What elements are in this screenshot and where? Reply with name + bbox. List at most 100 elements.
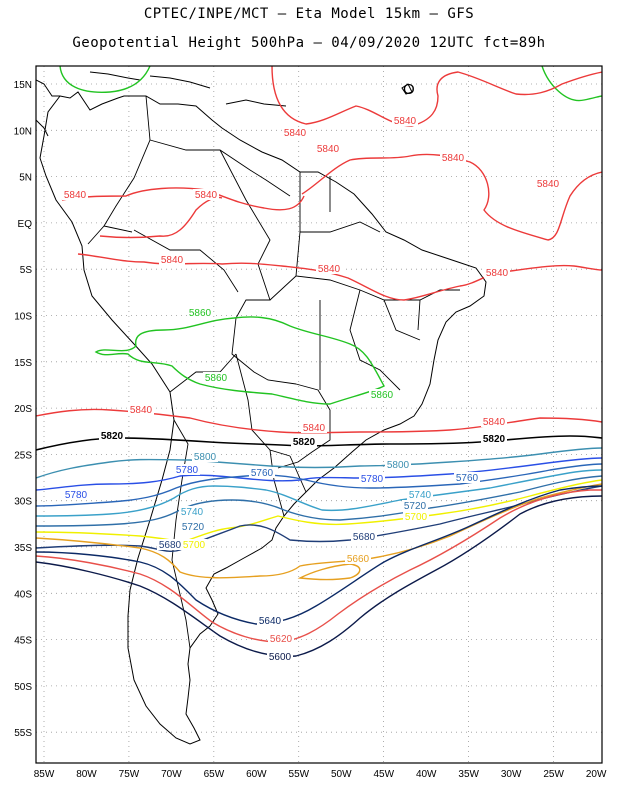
graticule-grid — [36, 66, 602, 763]
contour-5820 — [36, 435, 602, 451]
contour-label-bg — [351, 531, 377, 542]
latitude-label: 15S — [14, 358, 32, 369]
contour-label-bg — [128, 404, 154, 415]
contour-label: 5720 — [180, 521, 206, 533]
longitude-label: 20W — [586, 769, 607, 780]
contour-5660 — [297, 563, 361, 581]
latitude-label: 55S — [14, 728, 32, 739]
contour-label: 5820 — [481, 433, 507, 445]
contour-label-bg — [369, 389, 395, 400]
contour-label-text: 5840 — [442, 153, 465, 164]
contour-label-text: 5720 — [182, 522, 205, 533]
contour-label-text: 5820 — [293, 437, 316, 448]
longitude-label: 75W — [119, 769, 140, 780]
contour-label-bg — [403, 511, 429, 522]
contour-label: 5640 — [257, 615, 283, 627]
latitude-label: 15N — [14, 80, 32, 91]
contour-label-bg — [180, 521, 206, 532]
contour-label: 5740 — [179, 506, 205, 518]
contour-label-text: 5840 — [537, 179, 560, 190]
contour-5680 — [36, 485, 602, 553]
contour-label-text: 5800 — [387, 460, 410, 471]
contour-label-bg — [267, 651, 293, 662]
contour-label-text: 5700 — [405, 512, 428, 523]
contour-label-text: 5860 — [371, 390, 394, 401]
contour-label-text: 5840 — [64, 190, 87, 201]
contour-label: 5840 — [392, 115, 418, 127]
contour-5860 — [94, 316, 385, 405]
contour-label-bg — [402, 500, 428, 511]
longitude-label: 80W — [76, 769, 97, 780]
contour-label: 5780 — [174, 464, 200, 476]
contour-5660 — [36, 483, 602, 579]
contour-5780 — [36, 457, 602, 491]
contour-label-text: 5840 — [130, 405, 153, 416]
longitude-label: 45W — [373, 769, 394, 780]
contour-5600 — [36, 495, 602, 658]
contour-label-bg — [203, 372, 229, 383]
contour-label-text: 5700 — [183, 540, 206, 551]
contour-label: 5840 — [159, 254, 185, 266]
contour-label-bg — [359, 473, 385, 484]
contour-labels: 5840 5840 5840 5840 5840 5840 5840 5840 5840 5840… — [0, 0, 561, 663]
contour-label-text: 5860 — [205, 373, 228, 384]
map-symbol-o: O — [403, 81, 415, 98]
contour-label-text: 5840 — [161, 255, 184, 266]
contour-label: 5840 — [301, 422, 327, 434]
contour-label: 5840 — [440, 152, 466, 164]
contour-label-text: 5740 — [409, 490, 432, 501]
longitude-label: 70W — [161, 769, 182, 780]
contour-label-text: 5720 — [404, 501, 427, 512]
contour-5740 — [36, 469, 602, 517]
longitude-label: 40W — [416, 769, 437, 780]
contour-label-text: 5600 — [269, 652, 292, 663]
contour-5860 — [541, 66, 602, 102]
contour-label: 5840 — [484, 267, 510, 279]
contour-label-text: 5820 — [101, 431, 124, 442]
contour-label-bg — [268, 633, 294, 644]
contour-label: 5860 — [369, 389, 395, 401]
contour-label-text: 5760 — [0, 0, 12, 3]
contour-label-text: 5840 — [394, 116, 417, 127]
contour-label-text: 5840 — [483, 417, 506, 428]
contour-label-text: 5840 — [284, 128, 307, 139]
latitude-label: 50S — [14, 682, 32, 693]
contour-label-text: 5840 — [318, 264, 341, 275]
contour-label-bg — [249, 467, 275, 478]
contour-label: 5840 — [282, 127, 308, 139]
longitude-label: 30W — [501, 769, 522, 780]
contour-label-bg — [291, 436, 317, 447]
latitude-label: 25S — [14, 450, 32, 461]
contour-label: 5800 — [192, 451, 218, 463]
contour-label: 5620 — [268, 633, 294, 645]
contour-label-bg — [316, 263, 342, 274]
contour-label-text: 5820 — [483, 434, 506, 445]
contour-label-text: 5780 — [176, 465, 199, 476]
contour-label-bg — [159, 254, 185, 265]
contour-5840 — [271, 66, 602, 127]
contour-5620 — [36, 489, 602, 643]
contour-label-text: 5860 — [189, 308, 212, 319]
contour-label: 5860 — [203, 372, 229, 384]
contour-label: 5600 — [267, 651, 293, 663]
contour-label-bg — [157, 539, 183, 550]
contour-label-bg — [99, 430, 125, 441]
latitude-label: EQ — [18, 219, 33, 230]
contour-label-text: 5780 — [65, 490, 88, 501]
contour-label: 5800 — [385, 459, 411, 471]
contour-5860 — [59, 66, 151, 93]
contour-label: 5840 — [316, 263, 342, 275]
latitude-label: 10S — [14, 312, 32, 323]
contour-label-text: 5680 — [353, 532, 376, 543]
contour-label-text: 5760 — [456, 473, 479, 484]
contour-5720 — [36, 475, 602, 527]
longitude-label: 50W — [331, 769, 352, 780]
contour-5700 — [36, 479, 602, 543]
contour-label: 5840 — [535, 178, 561, 190]
contour-label-bg — [481, 433, 507, 444]
contour-label: 5840 — [62, 189, 88, 201]
contour-5840 — [77, 253, 602, 301]
contour-5840 — [99, 196, 223, 239]
contour-label-text: 5760 — [251, 468, 274, 479]
